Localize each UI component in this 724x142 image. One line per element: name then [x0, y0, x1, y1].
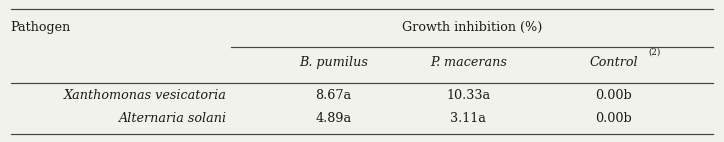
Text: Xanthomonas vesicatoria: Xanthomonas vesicatoria — [64, 89, 227, 102]
Text: Growth inhibition (%): Growth inhibition (%) — [402, 21, 542, 34]
Text: 0.00b: 0.00b — [596, 112, 632, 125]
Text: Pathogen: Pathogen — [11, 21, 71, 34]
Text: 3.11a: 3.11a — [450, 112, 487, 125]
Text: 10.33a: 10.33a — [447, 89, 490, 102]
Text: 4.89a: 4.89a — [316, 112, 352, 125]
Text: 0.00b: 0.00b — [596, 89, 632, 102]
Text: P. macerans: P. macerans — [430, 56, 507, 69]
Text: Control: Control — [589, 56, 638, 69]
Text: (2): (2) — [648, 48, 660, 57]
Text: Alternaria solani: Alternaria solani — [119, 112, 227, 125]
Text: 8.67a: 8.67a — [316, 89, 352, 102]
Text: B. pumilus: B. pumilus — [299, 56, 368, 69]
